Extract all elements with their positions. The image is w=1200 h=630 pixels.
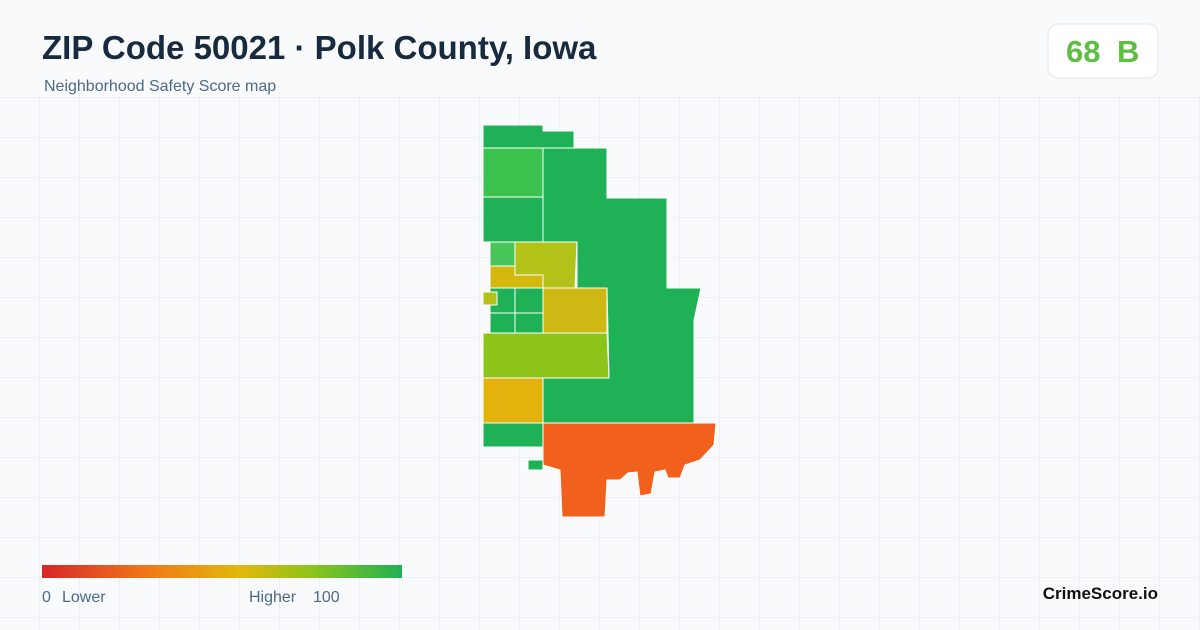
legend-bar: [42, 565, 402, 578]
region: [482, 291, 498, 306]
score-value: 68: [1066, 34, 1100, 69]
legend-max: 100: [313, 589, 340, 606]
region: [527, 459, 544, 471]
legend-max-label: Higher: [249, 589, 297, 606]
region: [482, 332, 610, 379]
brand: CrimeScore.io: [1043, 584, 1158, 603]
region: [489, 312, 516, 334]
legend-min-label: Lower: [62, 589, 106, 606]
region: [482, 147, 544, 198]
region: [514, 287, 544, 314]
zip-map: [482, 124, 717, 518]
score-grade: B: [1117, 34, 1139, 69]
region: [482, 377, 544, 424]
legend: 0 Lower Higher 100: [42, 565, 402, 606]
score-box: [1047, 23, 1159, 79]
subtitle: Neighborhood Safety Score map: [44, 78, 276, 95]
region: [542, 422, 717, 518]
legend-min: 0: [42, 589, 51, 606]
region: [482, 422, 544, 448]
region: [482, 196, 544, 243]
title: ZIP Code 50021 · Polk County, Iowa: [42, 29, 597, 66]
region: [514, 312, 544, 334]
region: [542, 287, 608, 334]
score-badge: 68 B: [1047, 23, 1159, 79]
region: [489, 241, 516, 267]
